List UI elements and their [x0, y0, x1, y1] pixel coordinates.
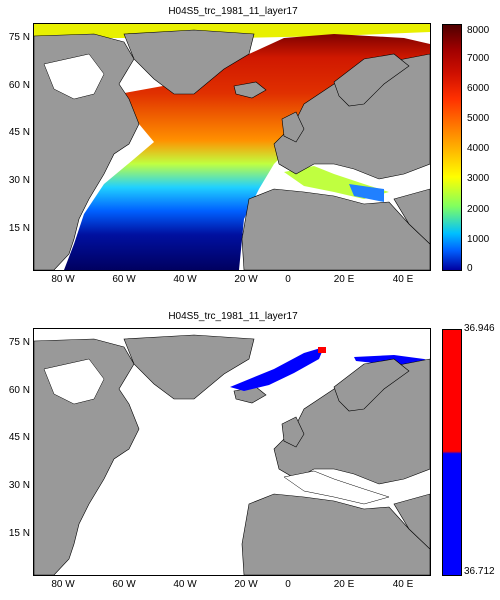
red-region: [318, 347, 326, 353]
lat-label-15-2: 15 N: [8, 528, 30, 539]
europe: [273, 358, 430, 485]
lon-label-40w-2: 40 W: [173, 579, 197, 590]
lat-label-75-1: 75 N: [8, 32, 30, 43]
map-1-svg: [34, 24, 430, 270]
lon-label-20w-2: 20 W: [234, 579, 258, 590]
lat-label-15-1: 15 N: [8, 223, 30, 234]
lat-label-30-1: 30 N: [8, 175, 30, 186]
map-2-svg: [34, 334, 430, 575]
lat-label-60-1: 60 N: [8, 80, 30, 91]
map-panel-2: [33, 328, 431, 576]
lat-label-45-2: 45 N: [8, 432, 30, 443]
lon-label-40e-1: 40 E: [392, 274, 414, 285]
scandinavia: [333, 358, 410, 412]
lon-label-60w-2: 60 W: [112, 579, 136, 590]
colorbar-1-tick-2000: 2000: [467, 204, 490, 215]
colorbar-1-tick-5000: 5000: [467, 113, 490, 124]
lat-label-45-1: 45 N: [8, 127, 30, 138]
lon-label-60w-1: 60 W: [112, 274, 136, 285]
lat-label-30-2: 30 N: [8, 480, 30, 491]
colorbar-1-tick-7000: 7000: [467, 53, 490, 64]
lon-label-40e-2: 40 E: [392, 579, 414, 590]
africa: [241, 493, 430, 575]
colorbar-1-tick-0: 0: [467, 263, 473, 274]
colorbar-2-tick-min: 36.712: [464, 566, 495, 577]
map-panel-1: [33, 23, 431, 271]
colorbar-1-tick-4000: 4000: [467, 143, 490, 154]
scandinavia: [333, 53, 410, 107]
lat-label-75-2: 75 N: [8, 337, 30, 348]
north-america: [34, 33, 140, 270]
map-title-2: H04S5_trc_1981_11_layer17: [168, 311, 298, 322]
europe: [273, 53, 430, 180]
colorbar-2-tick-max: 36.946: [464, 323, 495, 334]
colorbar-1-tick-1000: 1000: [467, 234, 490, 245]
british-isles: [281, 416, 305, 448]
lat-label-60-2: 60 N: [8, 385, 30, 396]
colorbar-1-tick-3000: 3000: [467, 173, 490, 184]
blue-region-greenland-sea: [230, 347, 324, 391]
africa: [241, 188, 430, 270]
lon-label-20e-2: 20 E: [333, 579, 355, 590]
colorbar-2: [442, 329, 462, 576]
arabia: [393, 493, 430, 550]
lon-label-0-1: 0: [285, 274, 291, 285]
british-isles: [281, 111, 305, 143]
colorbar-1-tick-8000: 8000: [467, 25, 490, 36]
greenland: [123, 334, 255, 400]
lon-label-0-2: 0: [285, 579, 291, 590]
arabia: [393, 188, 430, 245]
north-america: [34, 338, 140, 575]
colorbar-1-tick-6000: 6000: [467, 83, 490, 94]
greenland: [123, 29, 255, 95]
colorbar-1: [442, 24, 462, 271]
map-title-1: H04S5_trc_1981_11_layer17: [168, 6, 298, 17]
lon-label-80w-1: 80 W: [51, 274, 75, 285]
iceland: [233, 81, 267, 99]
lon-label-80w-2: 80 W: [51, 579, 75, 590]
lon-label-20w-1: 20 W: [234, 274, 258, 285]
lon-label-20e-1: 20 E: [333, 274, 355, 285]
lon-label-40w-1: 40 W: [173, 274, 197, 285]
